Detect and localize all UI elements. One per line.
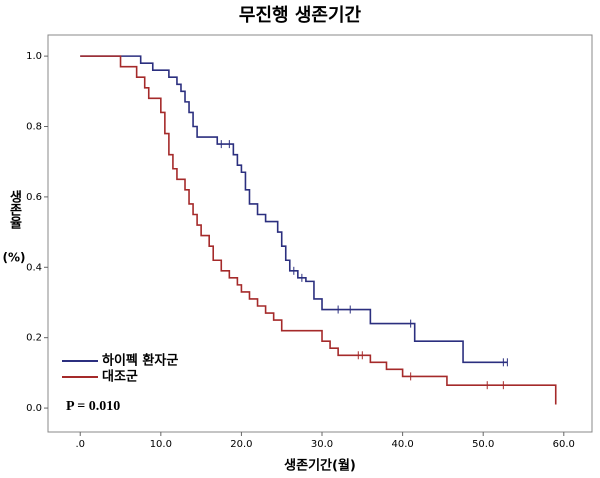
plot-frame xyxy=(47,34,593,433)
chart-title: 무진행 생존기간 xyxy=(239,5,362,26)
y-tick-label: 0.6 xyxy=(26,192,42,203)
y-tick-label: 0.2 xyxy=(26,333,42,344)
y-axis-label: 생존율 xyxy=(7,190,22,230)
x-tick-label: .0 xyxy=(75,439,85,450)
legend-label: 대조군 xyxy=(102,370,138,385)
x-tick-label: 20.0 xyxy=(230,439,252,450)
y-tick-label: 0.0 xyxy=(26,403,42,414)
x-tick-label: 60.0 xyxy=(553,439,575,450)
legend-label: 하이펙 환자군 xyxy=(102,353,178,369)
x-axis-label: 생존기간(월) xyxy=(284,458,356,474)
x-tick-label: 50.0 xyxy=(472,439,494,450)
y-tick-label: 0.4 xyxy=(26,262,42,273)
y-tick-label: 0.8 xyxy=(26,122,42,133)
y-axis-unit: (%) xyxy=(3,251,26,265)
survival-line xyxy=(80,55,508,364)
x-tick-label: 10.0 xyxy=(150,439,172,450)
annotation: P = 0.010 xyxy=(66,399,120,414)
survival-line xyxy=(80,55,557,405)
x-tick-label: 40.0 xyxy=(391,439,413,450)
x-tick-label: 30.0 xyxy=(311,439,333,450)
y-tick-label: 1.0 xyxy=(26,51,42,62)
